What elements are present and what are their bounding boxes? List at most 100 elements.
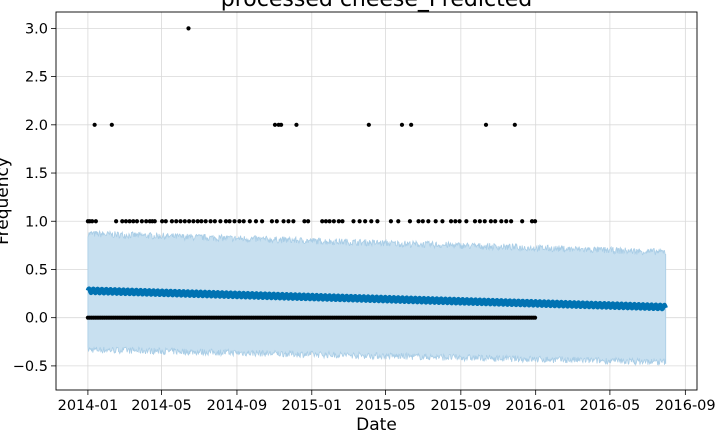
y-axis-ticks: −0.5 0.0 0.5 1.0 1.5 2.0 2.5 3.0 xyxy=(13,21,56,375)
x-tick-label: 2014-01 xyxy=(58,398,119,414)
x-axis-label: Date xyxy=(356,415,397,432)
observed-point xyxy=(187,219,192,224)
observed-point xyxy=(281,219,286,224)
observed-point xyxy=(191,219,196,224)
observed-point xyxy=(336,219,341,224)
y-tick-label: 1.5 xyxy=(25,166,48,182)
forecast-line-layer xyxy=(85,286,668,312)
x-tick-label: 2016-05 xyxy=(580,398,641,414)
observed-point xyxy=(529,219,535,224)
observed-point xyxy=(331,219,336,224)
observed-point xyxy=(327,219,332,224)
observed-point xyxy=(123,219,129,224)
observed-point xyxy=(464,219,469,224)
observed-point xyxy=(218,219,223,224)
y-axis-label: Frequency xyxy=(0,157,13,245)
observed-point xyxy=(212,219,217,224)
chart-title: processed cheese_Predicted xyxy=(221,0,532,12)
observed-point xyxy=(488,219,493,224)
observed-point xyxy=(291,219,296,224)
observed-point xyxy=(388,219,394,224)
observed-point xyxy=(396,219,401,224)
forecast-line xyxy=(85,286,668,312)
observed-point xyxy=(174,219,179,224)
y-tick-label: 0.0 xyxy=(25,311,48,327)
observed-point xyxy=(375,219,380,224)
observed-point xyxy=(409,122,414,127)
observed-point xyxy=(407,219,413,224)
observed-point xyxy=(247,219,252,224)
x-tick-label: 2015-05 xyxy=(355,398,416,414)
observed-point xyxy=(152,219,157,224)
x-tick-label: 2016-09 xyxy=(655,398,716,414)
observed-point xyxy=(448,219,454,224)
observed-point xyxy=(351,219,356,224)
observed-point xyxy=(160,219,165,224)
observed-point xyxy=(302,219,307,224)
observed-point xyxy=(477,219,482,224)
observed-point xyxy=(260,219,265,224)
observed-point xyxy=(366,122,371,127)
x-tick-label: 2015-09 xyxy=(431,398,492,414)
x-tick-label: 2015-01 xyxy=(281,398,342,414)
observed-point xyxy=(294,122,299,127)
observed-point xyxy=(532,219,538,224)
observed-point xyxy=(169,219,175,224)
observed-point xyxy=(509,219,514,224)
observed-point xyxy=(144,219,149,224)
observed-point xyxy=(472,219,478,224)
observed-point xyxy=(532,315,538,320)
observed-point xyxy=(227,219,232,224)
observed-point xyxy=(109,122,114,127)
observed-point xyxy=(420,219,425,224)
x-tick-label: 2014-09 xyxy=(207,398,268,414)
observed-point xyxy=(237,219,242,224)
observed-point xyxy=(131,219,136,224)
observed-point xyxy=(499,219,504,224)
y-tick-label: 2.0 xyxy=(25,118,48,134)
observed-point xyxy=(163,219,168,224)
observed-point xyxy=(208,219,213,224)
observed-point xyxy=(504,219,509,224)
observed-point xyxy=(203,219,208,224)
observed-point xyxy=(127,219,132,224)
observed-point xyxy=(369,219,374,224)
y-tick-label: 1.0 xyxy=(25,214,48,230)
observed-point xyxy=(134,219,140,224)
observed-point xyxy=(223,219,229,224)
x-tick-label: 2016-01 xyxy=(505,398,566,414)
observed-point xyxy=(93,219,98,224)
observed-point xyxy=(199,219,204,224)
observed-point xyxy=(493,219,498,224)
observed-point xyxy=(457,219,462,224)
observed-point xyxy=(114,219,119,224)
observed-points-layer xyxy=(85,26,538,320)
observed-point xyxy=(279,122,284,127)
plot-frame xyxy=(55,11,698,391)
observed-point xyxy=(357,219,362,224)
x-axis-ticks: 2014-01 2014-05 2014-09 2015-01 2015-05 2015-… xyxy=(58,390,716,414)
observed-point xyxy=(399,122,405,127)
y-tick-label: −0.5 xyxy=(13,359,48,375)
observed-point xyxy=(139,219,144,224)
observed-point xyxy=(483,122,489,127)
observed-point xyxy=(286,219,291,224)
observed-point xyxy=(178,219,183,224)
y-tick-label: 2.5 xyxy=(25,70,48,86)
observed-point xyxy=(186,26,191,31)
observed-point xyxy=(120,219,125,224)
observed-point xyxy=(253,219,259,224)
observed-point xyxy=(512,122,517,127)
y-tick-label: 0.5 xyxy=(25,262,48,278)
observed-point xyxy=(340,219,345,224)
observed-point xyxy=(232,219,237,224)
observed-point xyxy=(241,219,246,224)
observed-point xyxy=(269,219,275,224)
observed-point xyxy=(440,219,445,224)
observed-point xyxy=(426,219,431,224)
observed-point xyxy=(90,219,95,224)
observed-point xyxy=(363,219,368,224)
observed-point xyxy=(482,219,487,224)
observed-point xyxy=(182,219,187,224)
